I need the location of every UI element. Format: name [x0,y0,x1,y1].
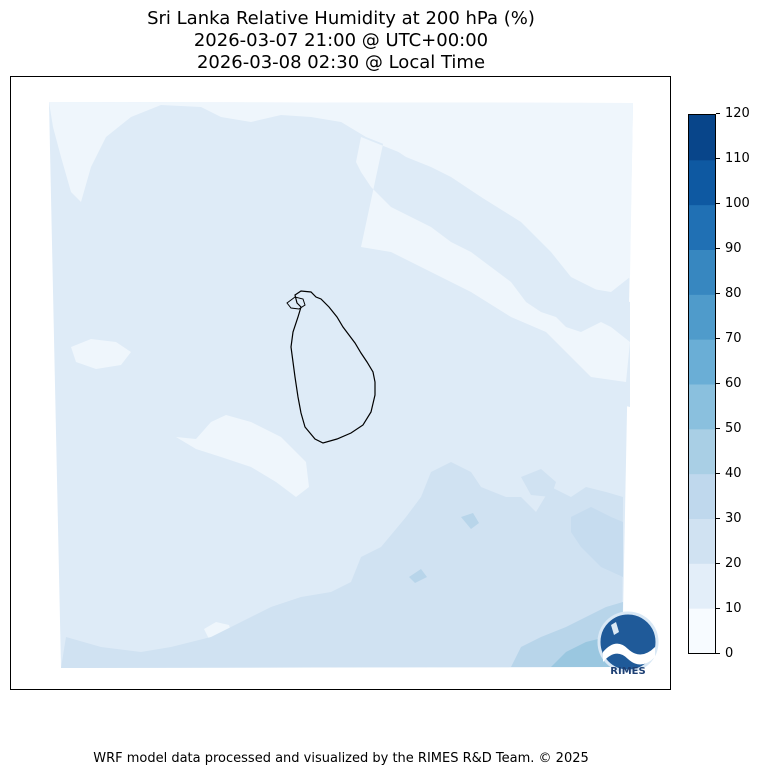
colorbar-tick-text: 100 [725,196,750,211]
colorbar-labels: 120 110 100 90 80 70 60 50 40 30 20 10 0 [716,107,760,661]
humidity-zone-mid-south [61,462,623,668]
colorbar-tick-label: 110 [716,152,750,166]
humidity-zone-mid-far-east [571,507,623,577]
colorbar-tick-label: 80 [716,287,742,301]
footer-credit: WRF model data processed and visualized … [93,751,589,766]
colorbar-tick-text: 110 [725,151,750,166]
colorbar-swatch [689,563,715,609]
logo-text: RIMES [610,666,646,677]
colorbar-tick-mark [716,608,720,609]
colorbar-tick-text: 70 [725,331,742,346]
jaffna-peninsula [286,296,306,310]
colorbar [688,114,716,654]
title-line-2: 2026-03-07 21:00 @ UTC+00:00 [193,30,489,51]
colorbar-swatch [689,518,715,564]
rimes-logo [597,611,659,673]
map-panel: RIMES [10,76,671,690]
colorbar-tick-mark [716,473,720,474]
colorbar-swatch [689,384,715,430]
colorbar-tick-label: 40 [716,467,742,481]
colorbar-tick-text: 50 [725,421,742,436]
colorbar-tick-text: 20 [725,556,742,571]
colorbar-tick-text: 90 [725,241,742,256]
colorbar-tick-mark [716,428,720,429]
colorbar-tick-label: 120 [716,107,750,121]
colorbar-tick-mark [716,113,720,114]
colorbar-tick-label: 70 [716,332,742,346]
colorbar-swatch [689,204,715,250]
colorbar-tick-label: 50 [716,422,742,436]
colorbar-swatch [689,428,715,475]
colorbar-tick-text: 30 [725,511,742,526]
colorbar-tick-mark [716,653,720,654]
colorbar-swatch [689,294,715,340]
colorbar-swatch [689,473,715,519]
colorbar-tick-text: 120 [725,106,750,121]
colorbar-swatches [689,115,715,653]
colorbar-tick-text: 0 [725,646,734,661]
sri-lanka-coastline [290,290,376,444]
humidity-patch-mid-2 [409,569,427,583]
colorbar-swatch [689,159,715,206]
colorbar-tick-label: 20 [716,557,742,571]
colorbar-tick-text: 10 [725,601,742,616]
colorbar-tick-mark [716,158,720,159]
humidity-patch-mid-1 [461,513,479,529]
colorbar-tick-label: 10 [716,602,742,616]
humidity-zone-low-east [356,107,630,382]
colorbar-tick-mark [716,203,720,204]
colorbar-tick-text: 80 [725,286,742,301]
colorbar-tick-text: 60 [725,376,742,391]
colorbar-swatch [689,249,715,295]
colorbar-tick-mark [716,518,720,519]
colorbar-tick-label: 0 [716,647,733,661]
colorbar-tick-text: 40 [725,466,742,481]
chart-title: Sri Lanka Relative Humidity at 200 hPa (… [0,8,682,74]
colorbar-swatch [689,608,715,653]
colorbar-tick-mark [716,338,720,339]
colorbar-tick-label: 30 [716,512,742,526]
colorbar-tick-mark [716,383,720,384]
colorbar-tick-mark [716,563,720,564]
humidity-map [49,102,633,668]
colorbar-swatch [689,115,715,161]
colorbar-tick-label: 100 [716,197,750,211]
colorbar-tick-mark [716,293,720,294]
colorbar-tick-label: 60 [716,377,742,391]
colorbar-tick-label: 90 [716,242,742,256]
humidity-patch-west [71,339,131,369]
title-line-3: 2026-03-08 02:30 @ Local Time [196,52,486,73]
humidity-patch-southwest [176,415,309,497]
colorbar-swatch [689,339,715,385]
title-line-1: Sri Lanka Relative Humidity at 200 hPa (… [147,8,535,29]
humidity-zone-mid-east [521,469,556,497]
colorbar-tick-mark [716,248,720,249]
